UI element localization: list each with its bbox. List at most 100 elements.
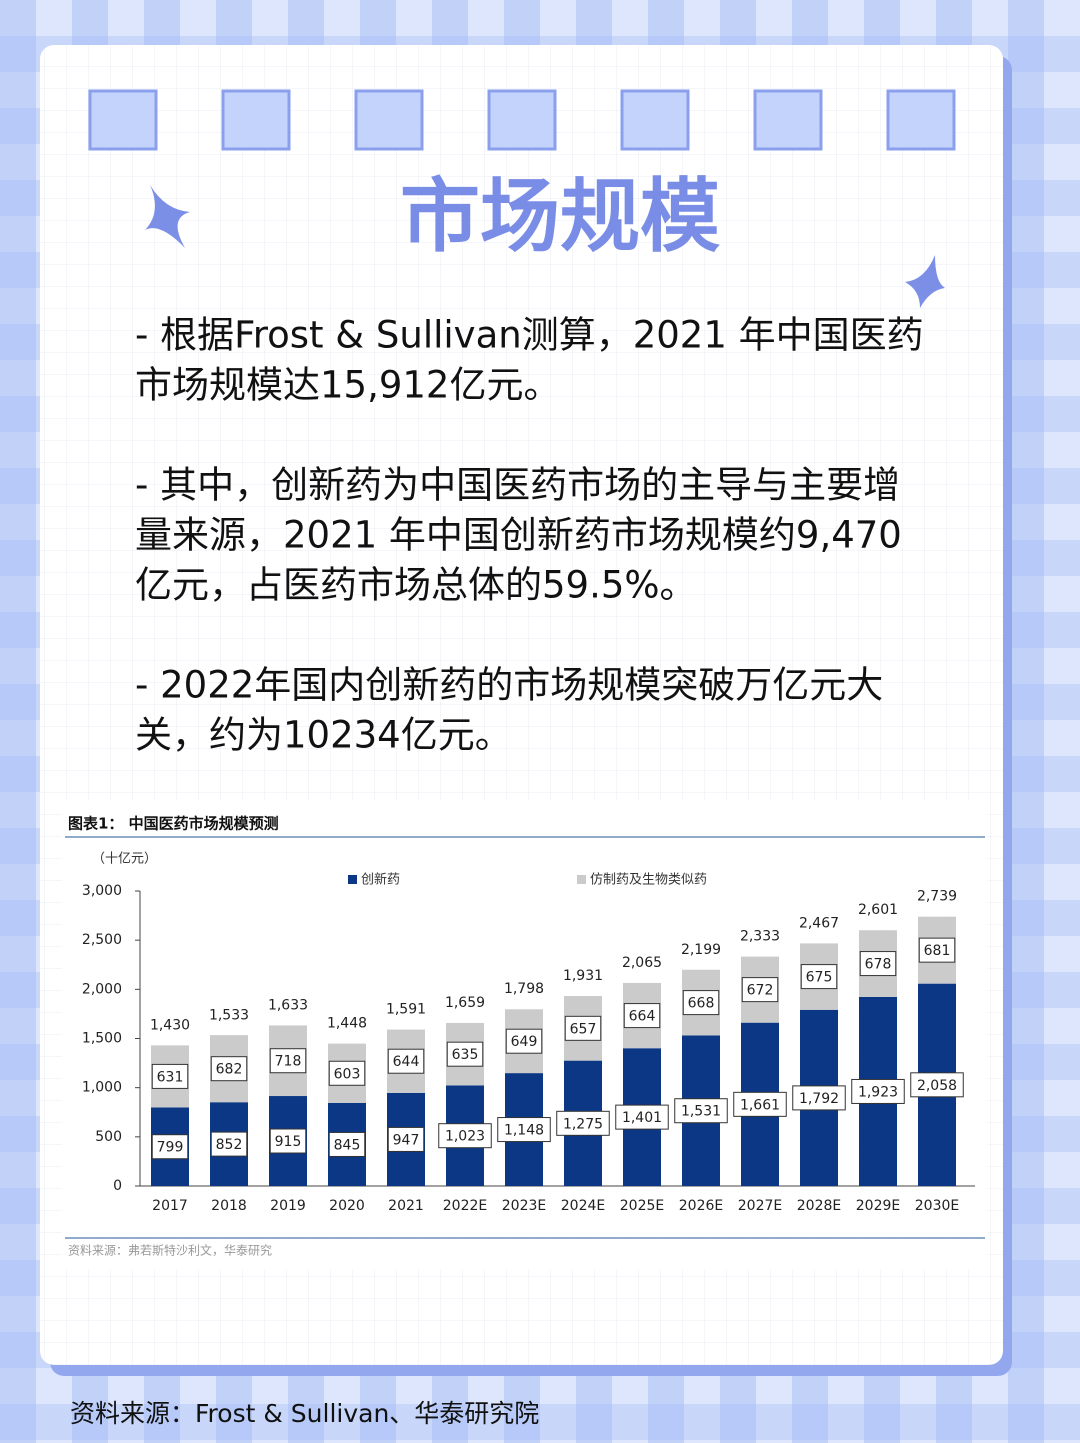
value-label: 649 bbox=[511, 1034, 538, 1050]
value-label-box bbox=[800, 964, 838, 990]
value-label: 1,148 bbox=[504, 1123, 544, 1139]
value-label-box bbox=[438, 1123, 492, 1149]
total-label: 2,333 bbox=[740, 929, 780, 945]
value-label: 1,023 bbox=[445, 1129, 485, 1145]
value-label: 718 bbox=[275, 1054, 302, 1070]
value-label-box bbox=[564, 1015, 602, 1041]
value-label-box bbox=[497, 1117, 551, 1143]
value-label: 1,531 bbox=[681, 1104, 721, 1120]
unit-label: （十亿元） bbox=[92, 852, 157, 867]
value-label-box bbox=[151, 1134, 189, 1160]
value-label: 644 bbox=[393, 1054, 420, 1070]
value-label: 668 bbox=[688, 996, 715, 1012]
paragraph-line: 亿元，占医药市场总体的59.5%。 bbox=[135, 564, 697, 607]
total-label: 2,601 bbox=[858, 902, 898, 918]
y-tick-label: 500 bbox=[95, 1129, 122, 1145]
value-label: 672 bbox=[747, 983, 774, 999]
total-label: 1,798 bbox=[504, 981, 544, 997]
value-label-box bbox=[328, 1060, 366, 1086]
value-label-box bbox=[269, 1048, 307, 1074]
value-label-box bbox=[210, 1131, 248, 1157]
paragraph-line: - 其中，创新药为中国医药市场的主导与主要增 bbox=[135, 464, 900, 507]
value-label-box bbox=[387, 1048, 425, 1074]
value-label-box bbox=[741, 977, 779, 1003]
binder-squares bbox=[88, 89, 956, 151]
paragraph-line: - 2022年国内创新药的市场规模突破万亿元大 bbox=[135, 664, 883, 707]
value-label-box bbox=[910, 1072, 964, 1098]
value-label: 664 bbox=[629, 1009, 656, 1025]
star bbox=[145, 185, 190, 248]
chart-source: 资料来源：弗若斯特沙利文，华泰研究 bbox=[68, 1243, 272, 1258]
value-label-box bbox=[623, 1003, 661, 1029]
x-tick-label: 2017 bbox=[152, 1198, 188, 1214]
value-label-box bbox=[918, 937, 956, 963]
x-tick-label: 2019 bbox=[270, 1198, 306, 1214]
total-label: 2,739 bbox=[917, 889, 957, 905]
value-label: 675 bbox=[806, 970, 833, 986]
value-label: 681 bbox=[924, 943, 951, 959]
value-label-box bbox=[556, 1110, 610, 1136]
value-label-box bbox=[851, 1078, 905, 1104]
footer-source: 资料来源：Frost & Sullivan、华泰研究院 bbox=[70, 1399, 539, 1428]
legend-label: 创新药 bbox=[361, 872, 400, 888]
value-label-box bbox=[151, 1063, 189, 1089]
paragraph-line: - 根据Frost & Sullivan测算，2021 年中国医药 bbox=[135, 314, 924, 357]
chart-title: 图表1： 中国医药市场规模预测 bbox=[68, 815, 279, 833]
value-label: 682 bbox=[216, 1062, 243, 1078]
value-label: 947 bbox=[393, 1132, 420, 1148]
value-label-box bbox=[328, 1131, 366, 1157]
value-label: 1,401 bbox=[622, 1110, 662, 1126]
value-label: 799 bbox=[157, 1140, 184, 1156]
total-label: 1,633 bbox=[268, 997, 308, 1013]
paragraphs: - 根据Frost & Sullivan测算，2021 年中国医药市场规模达15… bbox=[135, 314, 924, 757]
chart: 图表1： 中国医药市场规模预测 （十亿元） 0 500 1,000 1,500 2,000 2… bbox=[65, 815, 985, 1258]
value-label: 1,661 bbox=[740, 1097, 780, 1113]
legend-swatch bbox=[348, 875, 357, 884]
total-label: 1,659 bbox=[445, 995, 485, 1011]
total-label: 1,533 bbox=[209, 1007, 249, 1023]
value-label-box bbox=[615, 1104, 669, 1130]
total-label: 1,591 bbox=[386, 1002, 426, 1018]
y-tick-label: 0 bbox=[113, 1178, 122, 1194]
star bbox=[905, 255, 945, 308]
value-label-box bbox=[792, 1085, 846, 1111]
value-label-box bbox=[859, 951, 897, 977]
x-tick-label: 2027E bbox=[738, 1198, 782, 1214]
x-tick-label: 2029E bbox=[856, 1198, 900, 1214]
value-label: 657 bbox=[570, 1021, 597, 1037]
value-label: 631 bbox=[157, 1069, 184, 1085]
page-title: 市场规模 bbox=[400, 170, 720, 263]
value-label: 852 bbox=[216, 1137, 243, 1153]
value-label-box bbox=[682, 990, 720, 1016]
value-label: 1,923 bbox=[858, 1084, 898, 1100]
x-tick-label: 2022E bbox=[443, 1198, 487, 1214]
value-label-box bbox=[733, 1091, 787, 1117]
value-label-box bbox=[387, 1126, 425, 1152]
x-tick-label: 2024E bbox=[561, 1198, 605, 1214]
x-tick-label: 2028E bbox=[797, 1198, 841, 1214]
x-tick-label: 2030E bbox=[915, 1198, 959, 1214]
y-tick-label: 1,500 bbox=[82, 1031, 122, 1047]
total-label: 1,931 bbox=[563, 968, 603, 984]
paragraph-line: 市场规模达15,912亿元。 bbox=[135, 364, 560, 407]
value-label-box bbox=[674, 1098, 728, 1124]
paragraph-line: 关，约为10234亿元。 bbox=[135, 714, 512, 757]
value-label-box bbox=[505, 1028, 543, 1054]
total-label: 2,065 bbox=[622, 955, 662, 971]
total-label: 1,448 bbox=[327, 1016, 367, 1032]
legend-label: 仿制药及生物类似药 bbox=[590, 873, 707, 888]
value-label: 678 bbox=[865, 957, 892, 973]
y-tick-label: 3,000 bbox=[82, 883, 122, 899]
x-tick-label: 2021 bbox=[388, 1198, 424, 1214]
paragraph-line: 量来源，2021 年中国创新药市场规模约9,470 bbox=[135, 514, 902, 557]
value-label-box bbox=[269, 1128, 307, 1154]
y-tick-label: 1,000 bbox=[82, 1080, 122, 1096]
value-label: 915 bbox=[275, 1134, 302, 1150]
value-label: 845 bbox=[334, 1137, 361, 1153]
x-tick-label: 2020 bbox=[329, 1198, 365, 1214]
x-tick-label: 2025E bbox=[620, 1198, 664, 1214]
total-label: 2,467 bbox=[799, 915, 839, 931]
x-tick-label: 2018 bbox=[211, 1198, 247, 1214]
